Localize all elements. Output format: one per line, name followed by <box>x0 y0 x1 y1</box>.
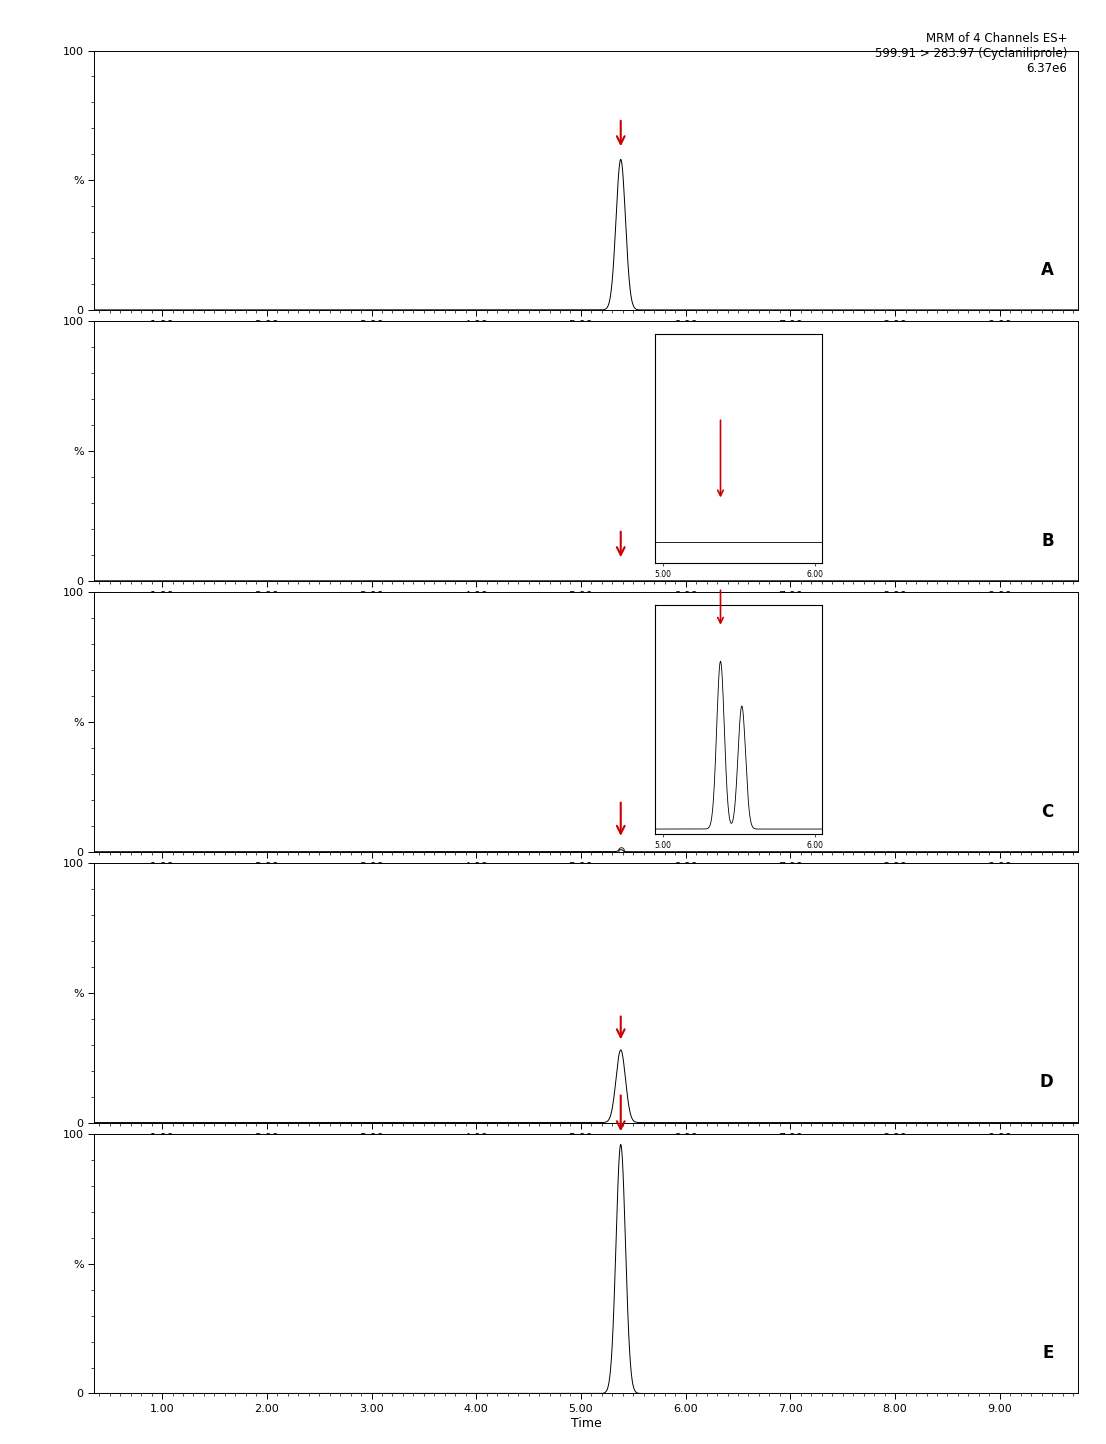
Text: D: D <box>1040 1073 1054 1092</box>
X-axis label: Time: Time <box>571 1417 602 1430</box>
Text: C: C <box>1042 803 1054 820</box>
Text: MRM of 4 Channels ES+
599.91 > 283.97 (Cyclaniliprole)
6.37e6: MRM of 4 Channels ES+ 599.91 > 283.97 (C… <box>875 32 1067 75</box>
Text: B: B <box>1041 531 1054 550</box>
Text: E: E <box>1042 1344 1054 1362</box>
Text: A: A <box>1041 261 1054 279</box>
